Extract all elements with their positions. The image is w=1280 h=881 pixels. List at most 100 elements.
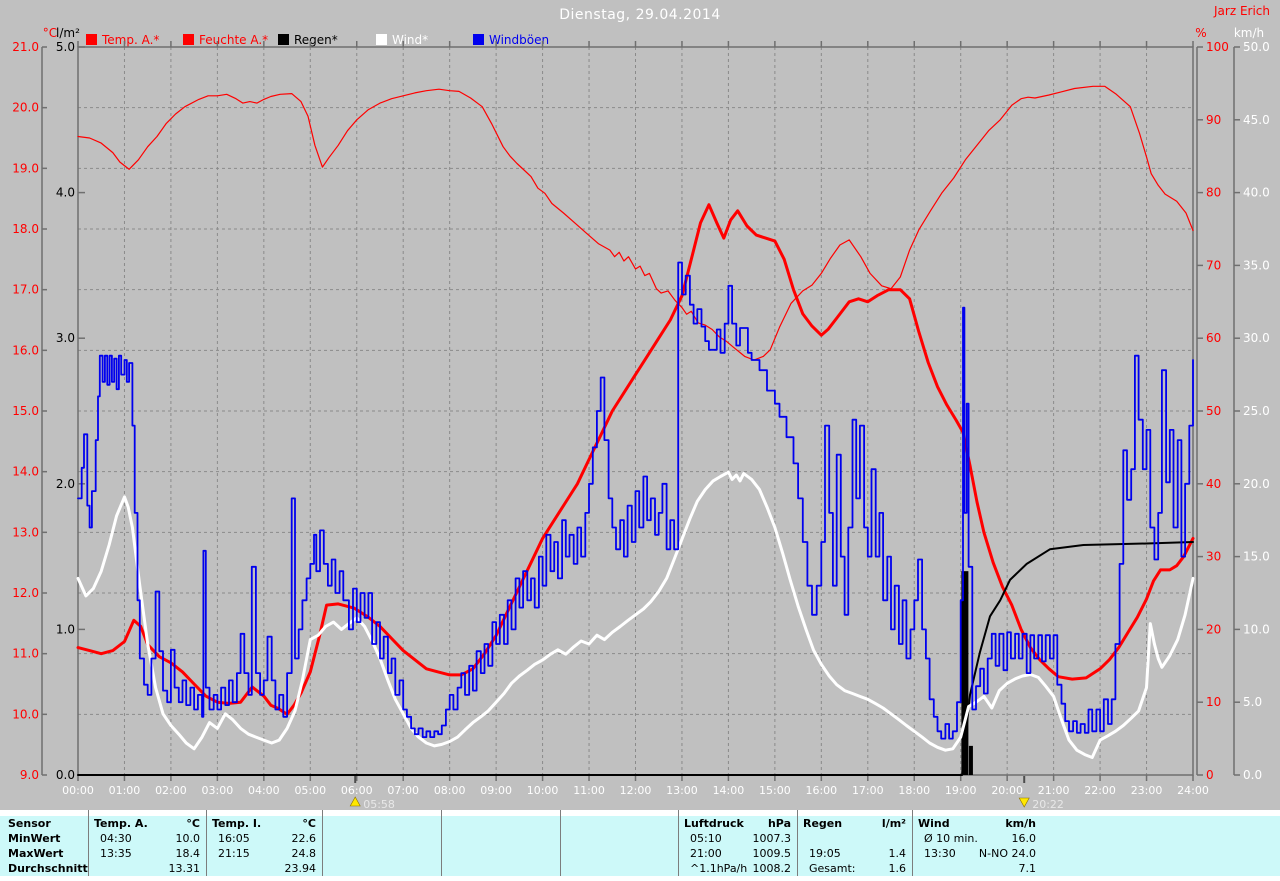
- x-axis-label: 12:00: [620, 784, 652, 797]
- y-axis-label: 11.0: [12, 647, 39, 661]
- x-axis-label: 16:00: [805, 784, 837, 797]
- x-axis-label: 00:00: [62, 784, 94, 797]
- y-axis-label: 5.0: [1243, 695, 1262, 709]
- y-axis-label: 25.0: [1243, 404, 1270, 418]
- table-cell-value: 1007.3: [752, 832, 792, 845]
- y-axis-label: 20.0: [12, 101, 39, 115]
- table-divider: [797, 810, 798, 876]
- axis-title-temp: °C: [42, 26, 58, 40]
- x-axis-label: 03:00: [202, 784, 234, 797]
- x-axis-label: 07:00: [387, 784, 419, 797]
- y-axis-label: 30: [1206, 550, 1221, 564]
- y-axis-label: 21.0: [12, 40, 39, 54]
- table-row-label: Sensor: [8, 817, 51, 830]
- legend-label: Regen*: [294, 33, 338, 47]
- x-axis-label: 02:00: [155, 784, 187, 797]
- x-axis-label: 19:00: [945, 784, 977, 797]
- x-axis-label: 14:00: [713, 784, 745, 797]
- table-row-label: MaxWert: [8, 847, 64, 860]
- y-axis-label: 10: [1206, 695, 1221, 709]
- page-title: Dienstag, 29.04.2014: [559, 7, 721, 23]
- legend-swatch-icon: [278, 34, 289, 45]
- x-axis-label: 06:00: [341, 784, 373, 797]
- sunset-icon: [1018, 797, 1030, 808]
- y-axis-label: 20: [1206, 622, 1221, 636]
- legend-label: Feuchte A.*: [199, 33, 269, 47]
- y-axis-label: 50: [1206, 404, 1221, 418]
- y-axis-label: 4.0: [56, 186, 75, 200]
- table-divider: [678, 810, 679, 876]
- table-cell-value: 1.4: [888, 847, 907, 860]
- y-axis-label: 40.0: [1243, 186, 1270, 200]
- legend-swatch-icon: [86, 34, 97, 45]
- series-windben: [77, 261, 1194, 740]
- x-axis-label: 11:00: [573, 784, 605, 797]
- table-group-header: Luftdruck: [684, 817, 744, 830]
- legend-item: Wind*: [376, 33, 428, 47]
- table-divider: [88, 810, 89, 876]
- axis-title-humidity: %: [1195, 26, 1207, 40]
- series-tempa: [76, 203, 1195, 716]
- table-cell-value: 18.4: [175, 847, 201, 860]
- y-axis-label: 40: [1206, 477, 1221, 491]
- summary-table-body: Sensor MinWert MaxWert Durchschnitt Temp. A.…: [0, 816, 1280, 876]
- axis-title-wind: km/h: [1233, 26, 1265, 40]
- legend-item: Regen*: [278, 33, 338, 47]
- table-cell-time: 16:05: [218, 832, 250, 845]
- y-axis-label: 60: [1206, 331, 1221, 345]
- y-axis-label: 15.0: [1243, 550, 1270, 564]
- table-group-header: Regen: [803, 817, 843, 830]
- table-cell-value: 7.1: [1018, 862, 1037, 875]
- y-axis-label: 18.0: [12, 222, 39, 236]
- table-cell-time: 19:05: [809, 847, 841, 860]
- axis-title-rain: l/m²: [56, 26, 80, 40]
- table-cell-value: 22.6: [291, 832, 317, 845]
- chart-legend: Temp. A.* Feuchte A.* Regen* Wind* Windböen: [0, 0, 1280, 50]
- legend-label: Wind*: [392, 33, 429, 47]
- sunrise-icon: [349, 796, 361, 807]
- table-cell-value: 13.31: [168, 862, 201, 875]
- x-axis-label: 09:00: [480, 784, 512, 797]
- y-axis-label: 13.0: [12, 525, 39, 539]
- table-divider: [206, 810, 207, 876]
- table-cell-time: 05:10: [690, 832, 722, 845]
- rain-bar: [968, 745, 973, 775]
- y-axis-label: 12.0: [12, 586, 39, 600]
- x-axis-label: 23:00: [1131, 784, 1163, 797]
- x-axis-label: 22:00: [1084, 784, 1116, 797]
- y-axis-label: 10.0: [12, 707, 39, 721]
- y-axis-label: 10.0: [1243, 622, 1270, 636]
- x-axis-label: 18:00: [898, 784, 930, 797]
- legend-label: Windböen: [489, 33, 550, 47]
- y-axis-label: 35.0: [1243, 258, 1270, 272]
- sunrise-time: 05:58: [363, 798, 395, 810]
- table-group-header: Wind: [918, 817, 950, 830]
- y-axis-label: 30.0: [1243, 331, 1270, 345]
- x-axis-label: 24:00: [1177, 784, 1209, 797]
- rain-bar: [961, 571, 969, 775]
- y-axis-label: 45.0: [1243, 113, 1270, 127]
- y-axis-label: 80: [1206, 186, 1221, 200]
- y-axis-label: 50.0: [1243, 40, 1270, 54]
- signature: Jarz Erich: [1214, 4, 1270, 18]
- x-axis-label: 21:00: [1038, 784, 1070, 797]
- table-group-unit: °C: [302, 817, 316, 830]
- table-group-unit: °C: [186, 817, 200, 830]
- table-group-unit: hPa: [767, 817, 791, 830]
- y-axis-label: 20.0: [1243, 477, 1270, 491]
- x-axis-label: 15:00: [759, 784, 791, 797]
- table-cell-time: 13:35: [100, 847, 132, 860]
- x-axis-label: 20:00: [991, 784, 1023, 797]
- x-axis-label: 04:00: [248, 784, 280, 797]
- table-cell-value: 1.6: [888, 862, 907, 875]
- legend-swatch-icon: [183, 34, 194, 45]
- y-axis-label: 9.0: [20, 768, 39, 782]
- weather-chart: 00:00 01:00 02:00 03:00 04:00 05:00 06:00 07:00…: [12, 40, 1270, 810]
- table-cell-value: 23.94: [284, 862, 317, 875]
- y-axis-label: 100: [1206, 40, 1229, 54]
- table-group-header: Temp. A.: [94, 817, 148, 830]
- table-divider: [912, 810, 913, 876]
- table-cell-time: ^1.1hPa/h: [690, 862, 748, 875]
- table-cell-time: 21:00: [690, 847, 722, 860]
